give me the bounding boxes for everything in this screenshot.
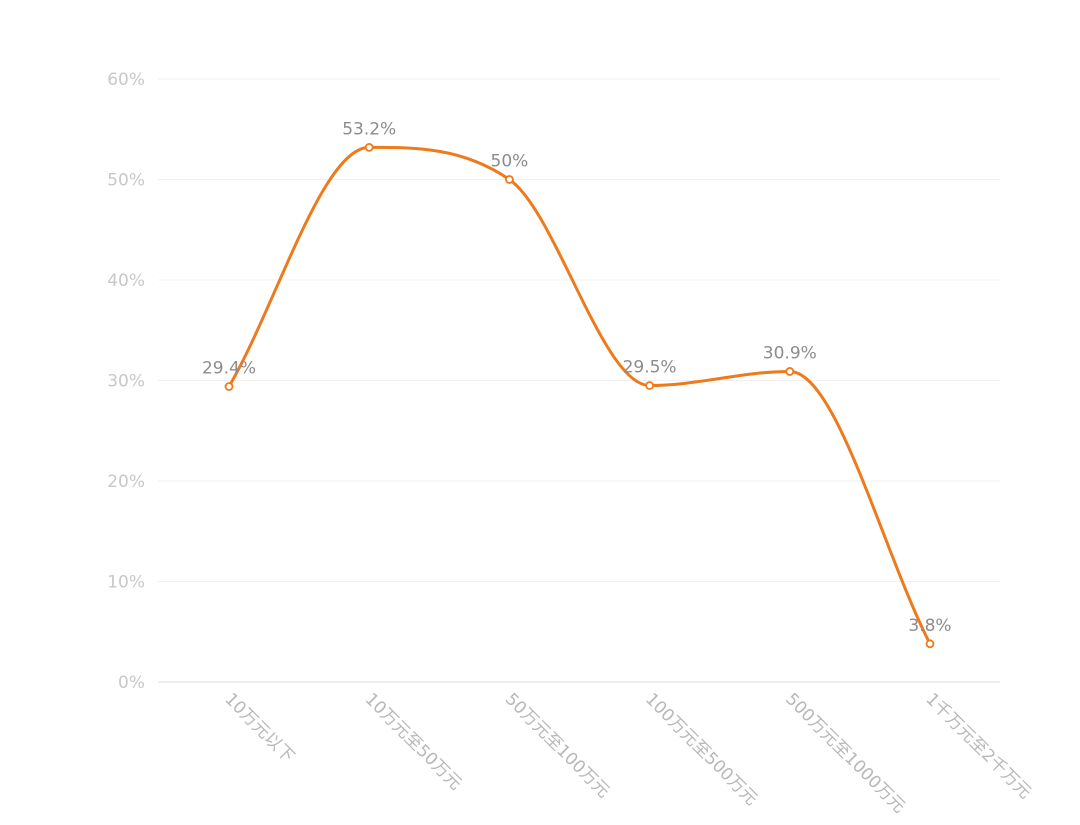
data-label: 30.9% bbox=[763, 343, 817, 363]
data-point bbox=[925, 639, 935, 649]
gridlines bbox=[158, 78, 1000, 683]
data-label: 3.8% bbox=[908, 616, 951, 636]
y-tick-label: 0% bbox=[118, 673, 145, 693]
data-point bbox=[224, 382, 234, 391]
y-tick-label: 30% bbox=[107, 372, 145, 392]
series-line bbox=[227, 145, 932, 646]
data-point bbox=[785, 367, 795, 376]
y-tick-label: 40% bbox=[107, 271, 145, 291]
data-label: 50% bbox=[491, 152, 529, 172]
x-axis-ticks: 10万元以下 10万元至50万元 50万元至100万元 100万元至500万元 500万… bbox=[220, 689, 1035, 817]
x-tick-label: 100万元至500万元 bbox=[641, 689, 761, 809]
data-point bbox=[504, 175, 514, 184]
y-tick-label: 60% bbox=[107, 70, 145, 90]
x-tick-label: 50万元至100万元 bbox=[501, 689, 613, 801]
y-tick-label: 20% bbox=[107, 472, 145, 492]
data-labels: 29.4% 53.2% 50% 29.5% 30.9% 3.8% bbox=[202, 119, 952, 635]
y-tick-label: 10% bbox=[107, 573, 145, 593]
x-tick-label: 1千万元至2千万元 bbox=[921, 689, 1035, 803]
x-tick-label: 10万元至50万元 bbox=[361, 689, 466, 794]
x-tick-label: 10万元以下 bbox=[220, 689, 298, 767]
data-label: 29.4% bbox=[202, 359, 256, 379]
data-point bbox=[364, 142, 374, 152]
data-label: 53.2% bbox=[342, 119, 396, 139]
y-tick-label: 50% bbox=[107, 171, 145, 191]
x-tick-label: 500万元至1000万元 bbox=[781, 689, 909, 817]
y-axis-ticks: 0% 10% 20% 30% 40% 50% 60% bbox=[107, 70, 145, 693]
data-points bbox=[224, 142, 935, 649]
data-point bbox=[645, 381, 654, 390]
series-line-group bbox=[227, 145, 932, 646]
data-label: 29.5% bbox=[623, 358, 677, 378]
